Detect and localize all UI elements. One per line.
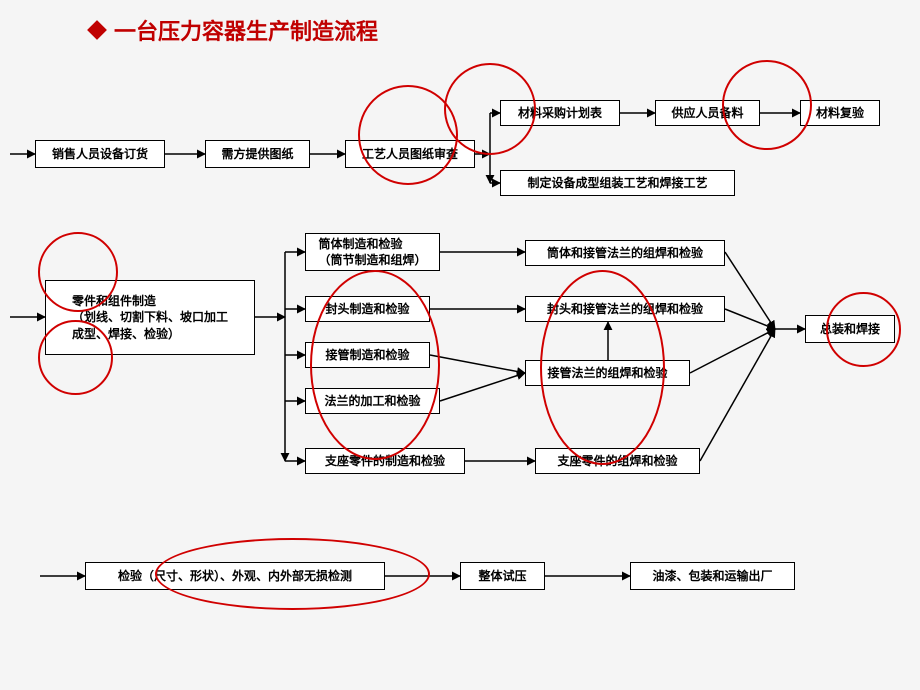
title-text: 一台压力容器生产制造流程 bbox=[114, 14, 378, 46]
flow-edge bbox=[725, 309, 775, 329]
flow-edge bbox=[725, 252, 775, 329]
flow-edge bbox=[690, 329, 775, 373]
flow-node-n3: 工艺人员图纸审查 bbox=[345, 140, 475, 168]
flow-node-n18: 总装和焊接 bbox=[805, 315, 895, 343]
flow-node-n15: 封头和接管法兰的组焊和检验 bbox=[525, 296, 725, 322]
flow-node-n14: 筒体和接管法兰的组焊和检验 bbox=[525, 240, 725, 266]
flow-node-n16: 接管法兰的组焊和检验 bbox=[525, 360, 690, 386]
flow-node-n1: 销售人员设备订货 bbox=[35, 140, 165, 168]
flow-node-n19: 检验（尺寸、形状）、外观、内外部无损检测 bbox=[85, 562, 385, 590]
flow-node-n9: 筒体制造和检验 （筒节制造和组焊） bbox=[305, 233, 440, 271]
flow-edge bbox=[700, 329, 775, 461]
flow-node-n4: 材料采购计划表 bbox=[500, 100, 620, 126]
flow-edge bbox=[430, 355, 525, 373]
flow-node-n20: 整体试压 bbox=[460, 562, 545, 590]
flow-node-n5: 供应人员备料 bbox=[655, 100, 760, 126]
flow-node-n7: 制定设备成型组装工艺和焊接工艺 bbox=[500, 170, 735, 196]
flow-node-n12: 法兰的加工和检验 bbox=[305, 388, 440, 414]
flow-node-n13: 支座零件的制造和检验 bbox=[305, 448, 465, 474]
highlight-circle bbox=[358, 85, 458, 185]
flow-node-n2: 需方提供图纸 bbox=[205, 140, 310, 168]
flow-node-n17: 支座零件的组焊和检验 bbox=[535, 448, 700, 474]
page-title: 一台压力容器生产制造流程 bbox=[90, 14, 378, 46]
flow-node-n10: 封头制造和检验 bbox=[305, 296, 430, 322]
flow-node-n8: 零件和组件制造 （划线、切割下料、坡口加工 成型、焊接、检验） bbox=[45, 280, 255, 355]
flow-node-n11: 接管制造和检验 bbox=[305, 342, 430, 368]
flow-edge bbox=[440, 373, 525, 401]
diamond-icon bbox=[87, 20, 107, 40]
flow-node-n6: 材料复验 bbox=[800, 100, 880, 126]
flow-node-n21: 油漆、包装和运输出厂 bbox=[630, 562, 795, 590]
